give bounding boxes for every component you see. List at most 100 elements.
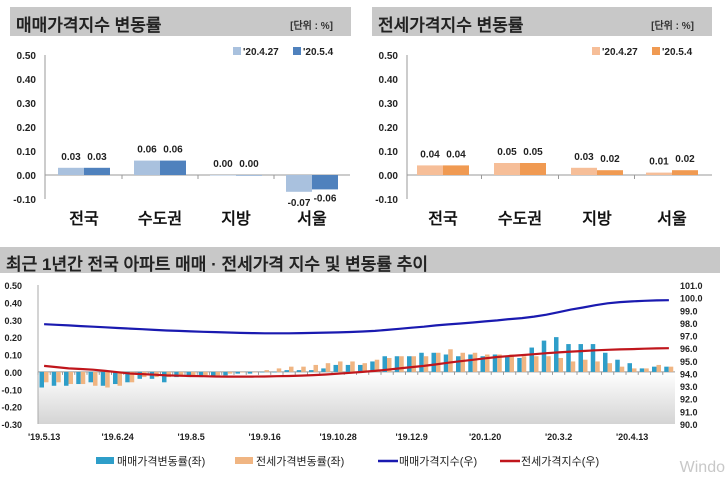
sale-chart-header: 매매가격지수 변동률 [단위 : %] [10, 7, 351, 36]
bar-jeonse-rate [558, 357, 563, 372]
bar-sale-rate [541, 340, 547, 372]
sale-bar [134, 160, 160, 175]
sale-legend-label: '20.5.4 [303, 47, 334, 58]
jeonse-chart-title: 전세가격지수 변동률 [378, 16, 524, 35]
bar-sale-rate [505, 356, 510, 372]
bar-jeonse-rate [509, 354, 514, 372]
bar-sale-rate [358, 364, 363, 372]
sale-bar [312, 175, 338, 190]
legend-label: 매매가격변동률(좌) [117, 455, 205, 468]
jeonse-data-label: 0.04 [446, 149, 466, 160]
jeonse-legend-swatch [652, 47, 660, 55]
bar-jeonse-rate [595, 361, 600, 372]
sale-y-tick: 0.10 [17, 147, 37, 158]
sale-bar [210, 175, 236, 176]
jeonse-data-label: 0.02 [600, 154, 620, 165]
bar-sale-rate [468, 354, 473, 372]
bar-sale-rate [137, 371, 142, 379]
bar-jeonse-rate [68, 371, 73, 385]
sale-y-tick: 0.40 [17, 75, 37, 86]
bar-sale-rate [235, 371, 240, 374]
bar-jeonse-rate [44, 371, 49, 383]
bar-sale-rate [162, 371, 167, 383]
sale-data-label: 0.06 [163, 145, 183, 156]
sale-bar [58, 167, 84, 175]
x-tick-label: '20.3.2 [545, 432, 572, 442]
jeonse-data-label: 0.05 [497, 147, 517, 158]
bar-jeonse-rate [129, 371, 135, 383]
left-y-tick: 0.40 [4, 298, 22, 308]
right-y-tick: 94.0 [680, 369, 698, 379]
bar-jeonse-rate [546, 356, 551, 372]
sale-data-label: 0.06 [137, 145, 157, 156]
bar-jeonse-rate [325, 363, 331, 372]
bar-jeonse-rate [497, 354, 502, 372]
sale-data-label: -0.07 [288, 198, 311, 209]
bar-sale-rate [627, 363, 632, 372]
bar-jeonse-rate [80, 371, 86, 385]
jeonse-bar [494, 163, 520, 175]
jeonse-y-tick: 0.20 [379, 123, 399, 134]
jeonse-bar [520, 163, 546, 175]
bar-jeonse-rate [203, 371, 208, 376]
trend-chart-header: 최근 1년간 전국 아파트 매매 · 전세가격 지수 및 변동률 추이 [0, 247, 720, 274]
x-tick-label: '20.1.20 [469, 432, 501, 442]
jeonse-bar [417, 165, 443, 175]
jeonse-y-tick: 0.50 [379, 51, 399, 62]
sale-bar [286, 175, 312, 192]
bar-sale-rate [456, 356, 461, 372]
bar-jeonse-rate [178, 371, 184, 376]
x-tick-label: '19.12.9 [396, 432, 428, 442]
bar-sale-rate [64, 371, 69, 386]
bar-jeonse-rate [448, 349, 453, 372]
bar-sale-rate [492, 354, 498, 372]
bar-jeonse-rate [105, 371, 110, 388]
bar-sale-rate [480, 356, 485, 372]
sale-legend-label: '20.4.27 [243, 47, 279, 58]
bar-jeonse-rate [215, 371, 220, 376]
jeonse-y-tick: 0.10 [379, 147, 399, 158]
x-tick-label: '19.5.13 [28, 432, 60, 442]
bar-jeonse-rate [227, 371, 233, 374]
bar-jeonse-rate [644, 368, 649, 372]
bar-sale-rate [578, 344, 583, 372]
bar-sale-rate [566, 344, 571, 372]
bar-jeonse-rate [387, 357, 392, 372]
bar-jeonse-rate [485, 354, 490, 372]
x-tick-label: '19.8.5 [178, 432, 205, 442]
bar-sale-rate [419, 352, 424, 372]
sale-y-tick: 0.00 [17, 171, 37, 182]
left-y-tick: 0.30 [4, 316, 22, 326]
right-y-tick: 100.0 [680, 294, 703, 304]
watermark: Windo [679, 459, 725, 476]
right-y-tick: 96.0 [680, 344, 698, 354]
right-y-tick: 90.0 [680, 420, 698, 430]
bar-jeonse-rate [570, 361, 576, 372]
left-y-tick: 0.20 [4, 333, 22, 343]
x-tick-label: '19.6.24 [102, 432, 134, 442]
bar-sale-rate [296, 370, 302, 372]
sale-data-label: 0.03 [87, 152, 107, 163]
sale-legend-swatch [233, 47, 241, 55]
jeonse-data-label: 0.02 [675, 154, 695, 165]
bar-sale-rate [517, 357, 522, 372]
jeonse-y-tick: -0.10 [375, 195, 398, 206]
sale-y-tick: 0.50 [17, 51, 37, 62]
sale-y-tick: 0.30 [17, 99, 37, 110]
bar-jeonse-rate [93, 371, 98, 386]
sale-category-label: 지방 [221, 210, 251, 228]
jeonse-legend-swatch [592, 47, 600, 55]
x-tick-label: '19.10.28 [320, 432, 357, 442]
bar-jeonse-rate [436, 352, 441, 372]
bar-jeonse-rate [276, 368, 282, 372]
bar-jeonse-rate [656, 364, 661, 372]
jeonse-legend-label: '20.5.4 [662, 47, 693, 58]
bar-sale-rate [198, 371, 204, 378]
sale-chart-title: 매매가격지수 변동률 [16, 16, 162, 35]
jeonse-category-label: 서울 [657, 210, 687, 228]
bar-jeonse-rate [362, 363, 367, 372]
bar-sale-rate [394, 356, 400, 372]
jeonse-bar [646, 172, 672, 175]
right-y-tick: 95.0 [680, 357, 698, 367]
